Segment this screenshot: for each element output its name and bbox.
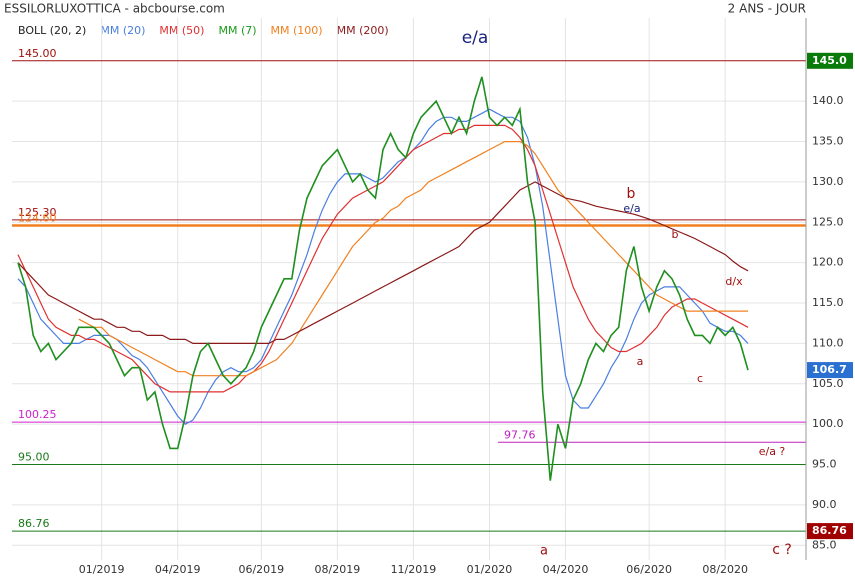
- y-tick-label: 85.0: [812, 538, 837, 551]
- x-tick-label: 06/2020: [626, 563, 672, 576]
- price-tag-label: 86.76: [812, 524, 847, 537]
- y-tick-label: 135.0: [812, 135, 844, 148]
- legend-item: MM (7): [218, 24, 256, 37]
- y-tick-label: 115.0: [812, 296, 844, 309]
- legend: BOLL (20, 2) MM (20) MM (50) MM (7) MM (100)…: [18, 24, 389, 37]
- annotation: e/a ?: [759, 445, 786, 458]
- x-tick-label: 11/2019: [391, 563, 437, 576]
- price-tag-label: 106.7: [812, 363, 847, 376]
- x-tick-label: 04/2019: [155, 563, 201, 576]
- price-tag: [807, 362, 853, 379]
- annotation: e/a: [462, 28, 489, 48]
- annotation: d/x: [725, 275, 743, 288]
- level-label: 124.60: [18, 212, 57, 225]
- legend-item: BOLL (20, 2): [18, 24, 86, 37]
- annotation: e/a: [623, 202, 640, 215]
- y-tick-label: 110.0: [812, 336, 844, 349]
- price-line: [17, 76, 749, 481]
- chart-title: ESSILORLUXOTTICA - abcbourse.com: [4, 2, 225, 16]
- x-tick-label: 01/2019: [79, 563, 125, 576]
- legend-item: MM (200): [337, 24, 389, 37]
- y-tick-label: 100.0: [812, 417, 844, 430]
- y-tick-label: 105.0: [812, 377, 844, 390]
- x-tick-label: 08/2020: [702, 563, 748, 576]
- price-tag-label: 145.0: [812, 54, 847, 67]
- x-tick-label: 04/2020: [543, 563, 589, 576]
- y-tick-label: 140.0: [812, 94, 844, 107]
- ma-line: [17, 124, 749, 393]
- legend-item: MM (100): [271, 24, 323, 37]
- ma-line: [17, 108, 749, 425]
- y-tick-label: 130.0: [812, 175, 844, 188]
- x-tick-label: 01/2020: [467, 563, 513, 576]
- level-label: 145.00: [18, 47, 57, 60]
- legend-item: MM (50): [159, 24, 204, 37]
- chart-subtitle: 2 ANS - JOUR: [728, 2, 806, 16]
- legend-item: MM (20): [100, 24, 145, 37]
- level-label: 97.76: [504, 428, 536, 441]
- level-label: 86.76: [18, 517, 50, 530]
- ma-line: [78, 141, 748, 377]
- ma-line: [17, 181, 749, 344]
- annotation: b: [627, 186, 636, 202]
- annotation: a: [540, 544, 548, 559]
- annotation: b: [672, 228, 679, 241]
- price-tag: [807, 523, 853, 540]
- y-tick-label: 90.0: [812, 498, 837, 511]
- level-label: 125.30: [18, 206, 57, 219]
- annotation: a: [637, 355, 644, 368]
- y-tick-label: 125.0: [812, 215, 844, 228]
- annotation: c ?: [772, 542, 792, 558]
- annotation: c: [697, 372, 703, 385]
- level-label: 95.00: [18, 451, 50, 464]
- plot-area: 85.0 90.0 95.0 100.0 105.0 110.0 115.0 120.0 125…: [12, 18, 853, 576]
- x-tick-label: 06/2019: [238, 563, 284, 576]
- y-tick-label: 95.0: [812, 458, 837, 471]
- x-tick-label: 08/2019: [315, 563, 361, 576]
- price-tag: [807, 52, 853, 69]
- level-label: 100.25: [18, 408, 57, 421]
- y-tick-label: 120.0: [812, 256, 844, 269]
